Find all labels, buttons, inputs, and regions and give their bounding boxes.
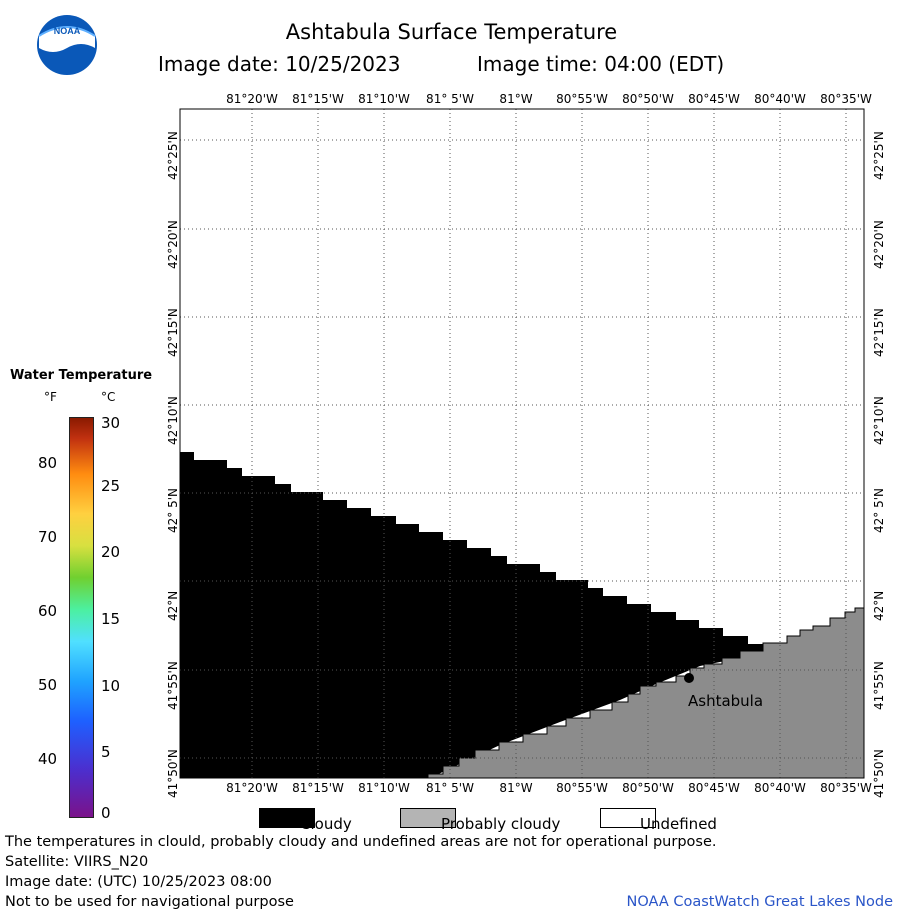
cloudy-label: Cloudy [300, 815, 352, 833]
probably-cloudy-swatch [400, 808, 456, 828]
footer-nav-warning: Not to be used for navigational purpose [5, 894, 294, 910]
lat-label: 42°N [872, 590, 886, 621]
noaa-logo-icon: NOAA [37, 15, 97, 75]
lon-label: 81°20'W [226, 781, 278, 795]
lon-label: 81° 5'W [426, 92, 474, 106]
lat-label: 42°20'N [872, 220, 886, 269]
c-tick: 0 [101, 804, 111, 822]
image-date: Image date: 10/25/2023 [158, 52, 401, 76]
lon-label: 80°40'W [754, 781, 806, 795]
f-tick: 80 [38, 454, 58, 472]
footer-credit: NOAA CoastWatch Great Lakes Node [626, 894, 893, 910]
lon-label: 80°45'W [688, 781, 740, 795]
lon-label: 81°10'W [358, 781, 410, 795]
lat-label: 42°25'N [166, 131, 180, 180]
lon-label: 80°50'W [622, 92, 674, 106]
logo-text: NOAA [54, 26, 81, 36]
cloudy-region [180, 452, 770, 778]
lon-label: 81° 5'W [426, 781, 474, 795]
colorbar [69, 417, 94, 818]
lon-label: 80°35'W [820, 92, 872, 106]
footer-satellite: Satellite: VIIRS_N20 [5, 854, 149, 870]
undefined-swatch [600, 808, 656, 828]
lon-label: 80°45'W [688, 92, 740, 106]
f-tick: 40 [38, 750, 58, 768]
unit-f: °F [44, 390, 57, 404]
footer-warning: The temperatures in clould, probably clo… [5, 834, 717, 850]
c-tick: 30 [101, 414, 121, 432]
lon-label: 81°15'W [292, 92, 344, 106]
lon-label: 81°10'W [358, 92, 410, 106]
probably-cloudy-region [427, 607, 865, 779]
lat-label: 42°N [166, 590, 180, 621]
lat-label: 42° 5'N [166, 488, 180, 533]
legend-title: Water Temperature [10, 368, 153, 383]
lat-label: 42°10'N [166, 396, 180, 445]
lon-label: 80°40'W [754, 92, 806, 106]
lat-label: 41°55'N [166, 661, 180, 710]
c-tick: 10 [101, 677, 121, 695]
undefined-label: Undefined [640, 815, 717, 833]
lon-label: 80°55'W [556, 92, 608, 106]
image-time: Image time: 04:00 (EDT) [477, 52, 725, 76]
lat-label: 42°10'N [872, 396, 886, 445]
footer-utc-date: Image date: (UTC) 10/25/2023 08:00 [5, 874, 272, 890]
lat-label: 42°25'N [872, 131, 886, 180]
c-tick: 5 [101, 743, 111, 761]
c-tick: 20 [101, 543, 121, 561]
unit-c: °C [101, 390, 116, 404]
f-tick: 60 [38, 602, 58, 620]
ashtabula-marker [684, 673, 694, 683]
c-tick: 25 [101, 477, 121, 495]
lon-label: 81°20'W [226, 92, 278, 106]
cloudy-swatch [259, 808, 315, 828]
lat-label: 42°15'N [872, 308, 886, 357]
lat-label: 42° 5'N [872, 488, 886, 533]
f-tick: 50 [38, 676, 58, 694]
lat-label: 41°55'N [872, 661, 886, 710]
lon-label: 80°35'W [820, 781, 872, 795]
f-tick: 70 [38, 528, 58, 546]
lon-label: 80°50'W [622, 781, 674, 795]
lon-label: 80°55'W [556, 781, 608, 795]
probably-cloudy-label: Probably cloudy [441, 815, 561, 833]
lat-label: 42°20'N [166, 220, 180, 269]
lon-label: 81°15'W [292, 781, 344, 795]
c-tick: 15 [101, 610, 121, 628]
lat-label: 41°50'N [166, 749, 180, 798]
lon-label: 81°W [499, 92, 533, 106]
lon-label: 81°W [499, 781, 533, 795]
lat-label: 41°50'N [872, 749, 886, 798]
page-title: Ashtabula Surface Temperature [285, 20, 618, 44]
lat-label: 42°15'N [166, 308, 180, 357]
map-frame [179, 108, 865, 779]
place-label: Ashtabula [688, 692, 764, 710]
